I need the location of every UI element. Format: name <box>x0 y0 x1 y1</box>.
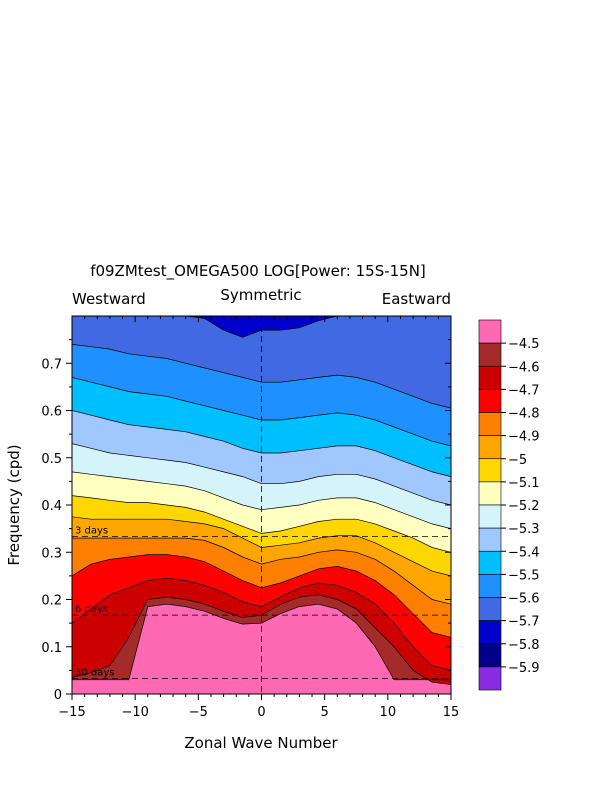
contour-band-1 <box>72 594 451 685</box>
colorbar: −4.5 −4.6 −4.7 −4.8 −4.9 −5 −5.1 −5.2 −5.3 −5.4 −5… <box>478 319 540 691</box>
y-axis-label: Frequency (cpd) <box>5 444 23 565</box>
y-tick-label-3: 0.3 <box>41 546 62 561</box>
x-tick-label-4: 5 <box>321 705 329 720</box>
colorbar-label-1: −4.6 <box>508 360 540 375</box>
colorbar-swatch-14 <box>478 643 502 668</box>
x-tick-label-5: 10 <box>380 705 397 720</box>
contour-band-3 <box>72 554 451 671</box>
contour-line-9 <box>72 410 451 477</box>
colorbar-swatch-12 <box>478 597 502 621</box>
subtitle-eastward: Eastward <box>382 290 451 308</box>
contour-line-0 <box>72 603 451 681</box>
chart-title: f09ZMtest_OMEGA500 LOG[Power: 15S-15N] <box>90 262 426 281</box>
y-tick-label-5: 0.5 <box>41 452 62 467</box>
x-tick-label-3: 0 <box>257 705 265 720</box>
x-tick-label-6: 15 <box>443 705 460 720</box>
colorbar-label-6: −5.1 <box>508 476 540 491</box>
contour-line-1 <box>72 594 451 685</box>
contour-line-4 <box>72 537 451 605</box>
colorbar-swatch-6 <box>478 458 502 483</box>
y-tick-label-0: 0 <box>54 688 62 703</box>
colorbar-label-10: −5.5 <box>508 568 540 583</box>
colorbar-label-3: −4.8 <box>508 407 540 422</box>
colorbar-swatch-4 <box>478 412 502 436</box>
colorbar-label-11: −5.6 <box>508 592 540 607</box>
contour-band-6 <box>72 495 451 576</box>
colorbar-swatch-5 <box>478 435 502 460</box>
colorbar-swatch-7 <box>478 481 502 506</box>
colorbar-label-7: −5.2 <box>508 499 540 514</box>
x-tick-label-0: −15 <box>58 705 85 720</box>
y-axis: 0 0.1 0.2 0.3 0.4 0.5 0.6 0.7 <box>41 339 451 703</box>
period-label-0: 3 days <box>75 526 108 537</box>
colorbar-swatch-0 <box>478 319 502 344</box>
colorbar-label-14: −5.9 <box>508 661 540 676</box>
contour-line-8 <box>72 443 451 506</box>
x-axis: −15 −10 −5 0 5 10 15 <box>58 316 459 720</box>
x-tick-label-2: −5 <box>189 705 208 720</box>
subtitle-westward: Westward <box>72 290 146 308</box>
colorbar-label-0: −4.5 <box>508 337 540 352</box>
colorbar-label-4: −4.9 <box>508 430 540 445</box>
reference-lines: 3 days 6 days 30 days <box>72 316 451 694</box>
colorbar-label-5: −5 <box>508 453 527 468</box>
colorbar-label-9: −5.4 <box>508 545 540 560</box>
colorbar-swatch-9 <box>478 527 502 552</box>
colorbar-swatch-15 <box>478 666 502 691</box>
y-tick-label-1: 0.1 <box>41 641 62 656</box>
colorbar-swatch-2 <box>478 365 502 390</box>
colorbar-swatch-10 <box>478 550 502 575</box>
period-label-1: 6 days <box>75 604 108 615</box>
contour-band-7 <box>72 471 451 553</box>
y-tick-label-6: 0.6 <box>41 405 62 420</box>
y-tick-label-4: 0.4 <box>41 499 62 514</box>
y-tick-label-2: 0.2 <box>41 594 62 609</box>
colorbar-label-13: −5.8 <box>508 638 540 653</box>
colorbar-label-8: −5.3 <box>508 522 540 537</box>
colorbar-swatch-11 <box>478 574 502 598</box>
period-label-2: 30 days <box>75 667 115 678</box>
x-tick-label-1: −10 <box>121 705 148 720</box>
colorbar-swatch-13 <box>478 620 502 645</box>
contour-line-6 <box>72 495 451 553</box>
contour-band-11 <box>72 344 451 446</box>
subtitle-symmetric: Symmetric <box>220 286 301 304</box>
colorbar-swatch-8 <box>478 504 502 529</box>
x-axis-label: Zonal Wave Number <box>184 734 338 752</box>
colorbar-label-2: −4.7 <box>508 383 540 398</box>
y-tick-label-7: 0.7 <box>41 357 62 372</box>
contour-band-12 <box>72 316 451 409</box>
colorbar-label-12: −5.7 <box>508 615 540 630</box>
contour-line-11 <box>72 344 451 409</box>
contour-band-2 <box>72 578 451 685</box>
colorbar-swatch-1 <box>478 342 502 367</box>
colorbar-swatch-3 <box>478 389 502 413</box>
